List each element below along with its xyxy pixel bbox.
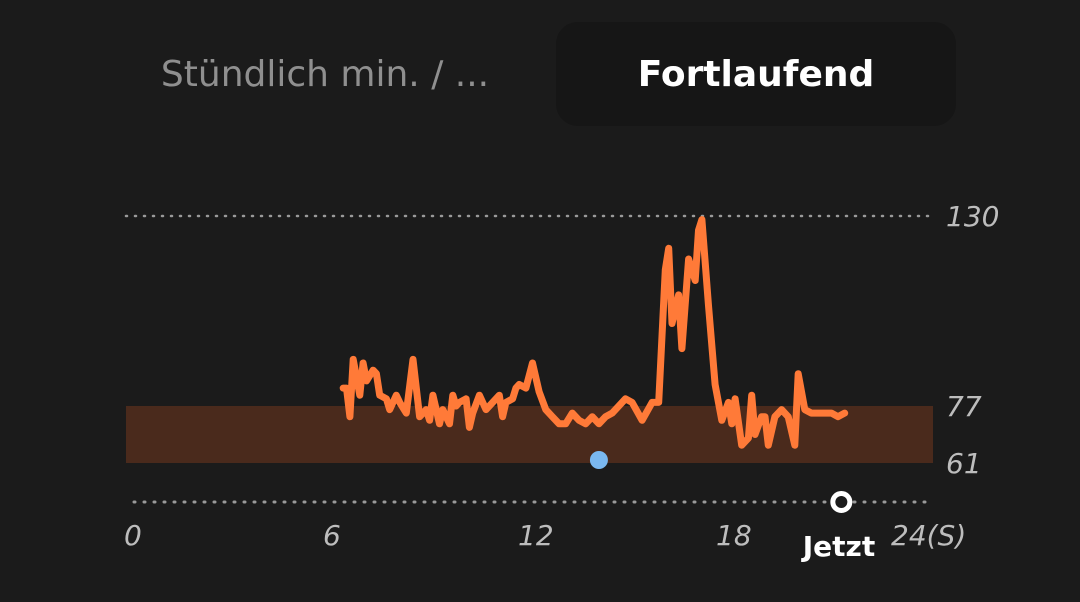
x-tick-label: 24(S) [891, 519, 966, 552]
y-tick-label: 77 [946, 390, 982, 423]
x-tick-label: 0 [124, 519, 142, 552]
min-value-marker [589, 451, 608, 469]
tab-hourly-min[interactable]: Stündlich min. / ... [130, 22, 520, 126]
now-label: Jetzt [801, 530, 875, 563]
y-tick-label: 61 [946, 447, 982, 480]
y-tick-label: 130 [946, 200, 999, 233]
x-tick-label: 18 [716, 519, 752, 552]
tab-continuous[interactable]: Fortlaufend [556, 22, 956, 126]
tab-hourly-label: Stündlich min. / ... [160, 53, 490, 95]
x-tick-label: 12 [518, 519, 554, 552]
x-tick-label: 6 [323, 519, 341, 552]
now-marker[interactable] [830, 491, 853, 513]
heart-rate-series-line [339, 216, 849, 449]
tab-continuous-label: Fortlaufend [637, 53, 875, 95]
